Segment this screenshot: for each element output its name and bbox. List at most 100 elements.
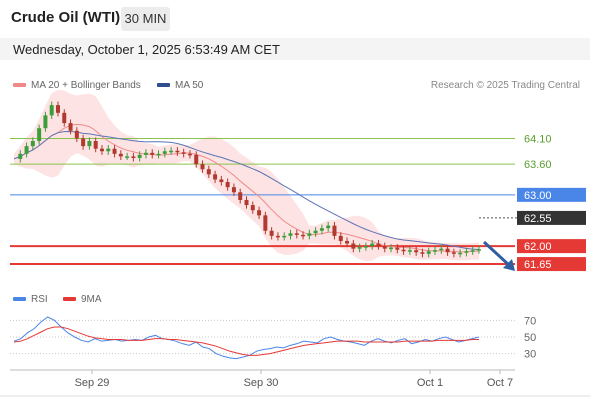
- ma20-swatch: [13, 83, 26, 88]
- candle-body: [464, 251, 469, 253]
- candle-body: [187, 153, 192, 156]
- candle-body: [74, 130, 79, 139]
- candle-body: [24, 146, 29, 154]
- candle-body: [332, 225, 337, 236]
- candle-body: [194, 154, 199, 165]
- legend-ma20-bb: MA 20 + Bollinger Bands: [13, 80, 141, 91]
- candle-body: [269, 230, 274, 236]
- current-price-label: 62.55: [524, 213, 552, 225]
- candle-body: [420, 252, 425, 254]
- bollinger-band: [14, 89, 479, 262]
- datetime-label: Wednesday, October 1, 2025 6:53:49 AM CE…: [13, 42, 280, 57]
- rsi-swatch: [13, 297, 26, 302]
- level-tag-63.00: [517, 187, 586, 202]
- candle-body: [357, 247, 362, 249]
- candle-body: [345, 240, 350, 244]
- candle-body: [93, 141, 98, 149]
- candle-body: [376, 243, 381, 247]
- candle-body: [156, 153, 161, 156]
- chart-header: Crude Oil (WTI) 30 MIN: [0, 0, 590, 38]
- timeframe-badge[interactable]: 30 MIN: [121, 7, 170, 31]
- candle-body: [382, 246, 387, 249]
- candle-body: [181, 152, 186, 154]
- candle-body: [219, 179, 224, 183]
- candle-body: [401, 249, 406, 252]
- candle-body: [68, 123, 73, 131]
- candle-body: [112, 148, 117, 154]
- current-price-tag: [517, 210, 586, 225]
- level-label-61.65: 61.65: [524, 259, 552, 271]
- candle-body: [439, 248, 444, 251]
- candle-body: [30, 141, 35, 147]
- candle-body: [162, 151, 167, 154]
- candle-body: [407, 250, 412, 252]
- level-tag-62.00: [517, 239, 586, 254]
- candle-body: [206, 169, 211, 175]
- candle-body: [426, 251, 431, 254]
- candle-body: [169, 150, 174, 153]
- candle-body: [244, 199, 249, 206]
- candle-body: [175, 150, 180, 153]
- x-tick-label: Oct 1: [417, 377, 443, 389]
- legend-9ma: 9MA: [63, 294, 102, 305]
- forecast-arrow-head: [503, 259, 515, 271]
- ma50-swatch: [157, 83, 170, 88]
- rsi-tick-70: 70: [524, 315, 536, 327]
- candle-body: [55, 105, 60, 113]
- candle-body: [451, 252, 456, 254]
- candle-body: [99, 148, 104, 152]
- candle-body: [319, 228, 324, 231]
- candle-body: [445, 248, 450, 253]
- candle-body: [238, 192, 243, 200]
- candle-body: [275, 235, 280, 238]
- forecast-arrow-shaft: [482, 240, 511, 267]
- level-tag-61.65: [517, 257, 586, 272]
- level-label-63.60: 63.60: [524, 159, 552, 171]
- candle-body: [338, 235, 343, 241]
- instrument-title: Crude Oil (WTI): [11, 9, 121, 26]
- legend-ma50: MA 50: [157, 80, 203, 91]
- datetime-bar: [0, 38, 590, 60]
- candle-body: [125, 156, 130, 158]
- candle-body: [143, 152, 148, 155]
- candle-body: [458, 252, 463, 255]
- candle-body: [363, 246, 368, 248]
- rsi-tick-30: 30: [524, 349, 536, 361]
- candle-body: [231, 187, 236, 193]
- candle-body: [351, 243, 356, 249]
- candle-body: [131, 156, 136, 158]
- level-label-63.00: 63.00: [524, 190, 552, 202]
- candle-body: [263, 215, 268, 231]
- candle-body: [200, 164, 205, 170]
- x-tick-label: Oct 7: [487, 377, 513, 389]
- candle-body: [81, 138, 86, 147]
- candle-body: [307, 233, 312, 236]
- candle-body: [225, 182, 230, 188]
- level-label-62.00: 62.00: [524, 241, 552, 253]
- ma9-swatch: [63, 297, 76, 302]
- candle-body: [313, 230, 318, 234]
- candle-body: [282, 235, 287, 238]
- candle-body: [137, 154, 142, 158]
- candle-body: [18, 153, 23, 159]
- candle-body: [288, 233, 293, 236]
- legend-ma20-label: MA 20 + Bollinger Bands: [31, 80, 141, 91]
- candle-body: [257, 210, 262, 216]
- x-tick-label: Sep 29: [75, 377, 110, 389]
- x-tick-label: Sep 30: [244, 377, 279, 389]
- candle-body: [118, 153, 123, 157]
- candle-body: [213, 174, 218, 180]
- candle-body: [395, 247, 400, 250]
- research-credit: Research © 2025 Trading Central: [430, 80, 580, 91]
- candle-body: [294, 233, 299, 235]
- candle-body: [470, 250, 475, 252]
- candle-body: [433, 250, 438, 252]
- candle-body: [43, 115, 48, 129]
- candle-body: [87, 141, 92, 147]
- legend-rsi-label: RSI: [31, 294, 48, 305]
- level-label-64.10: 64.10: [524, 133, 552, 145]
- legend-9ma-label: 9MA: [81, 294, 102, 305]
- candle-body: [106, 148, 111, 152]
- candle-body: [370, 243, 375, 247]
